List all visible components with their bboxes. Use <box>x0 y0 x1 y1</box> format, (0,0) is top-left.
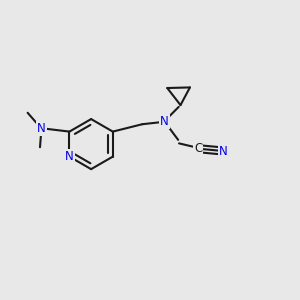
Text: N: N <box>219 145 228 158</box>
Text: N: N <box>65 150 74 163</box>
Text: C: C <box>194 142 202 155</box>
Text: N: N <box>37 122 46 135</box>
Text: N: N <box>160 115 169 128</box>
